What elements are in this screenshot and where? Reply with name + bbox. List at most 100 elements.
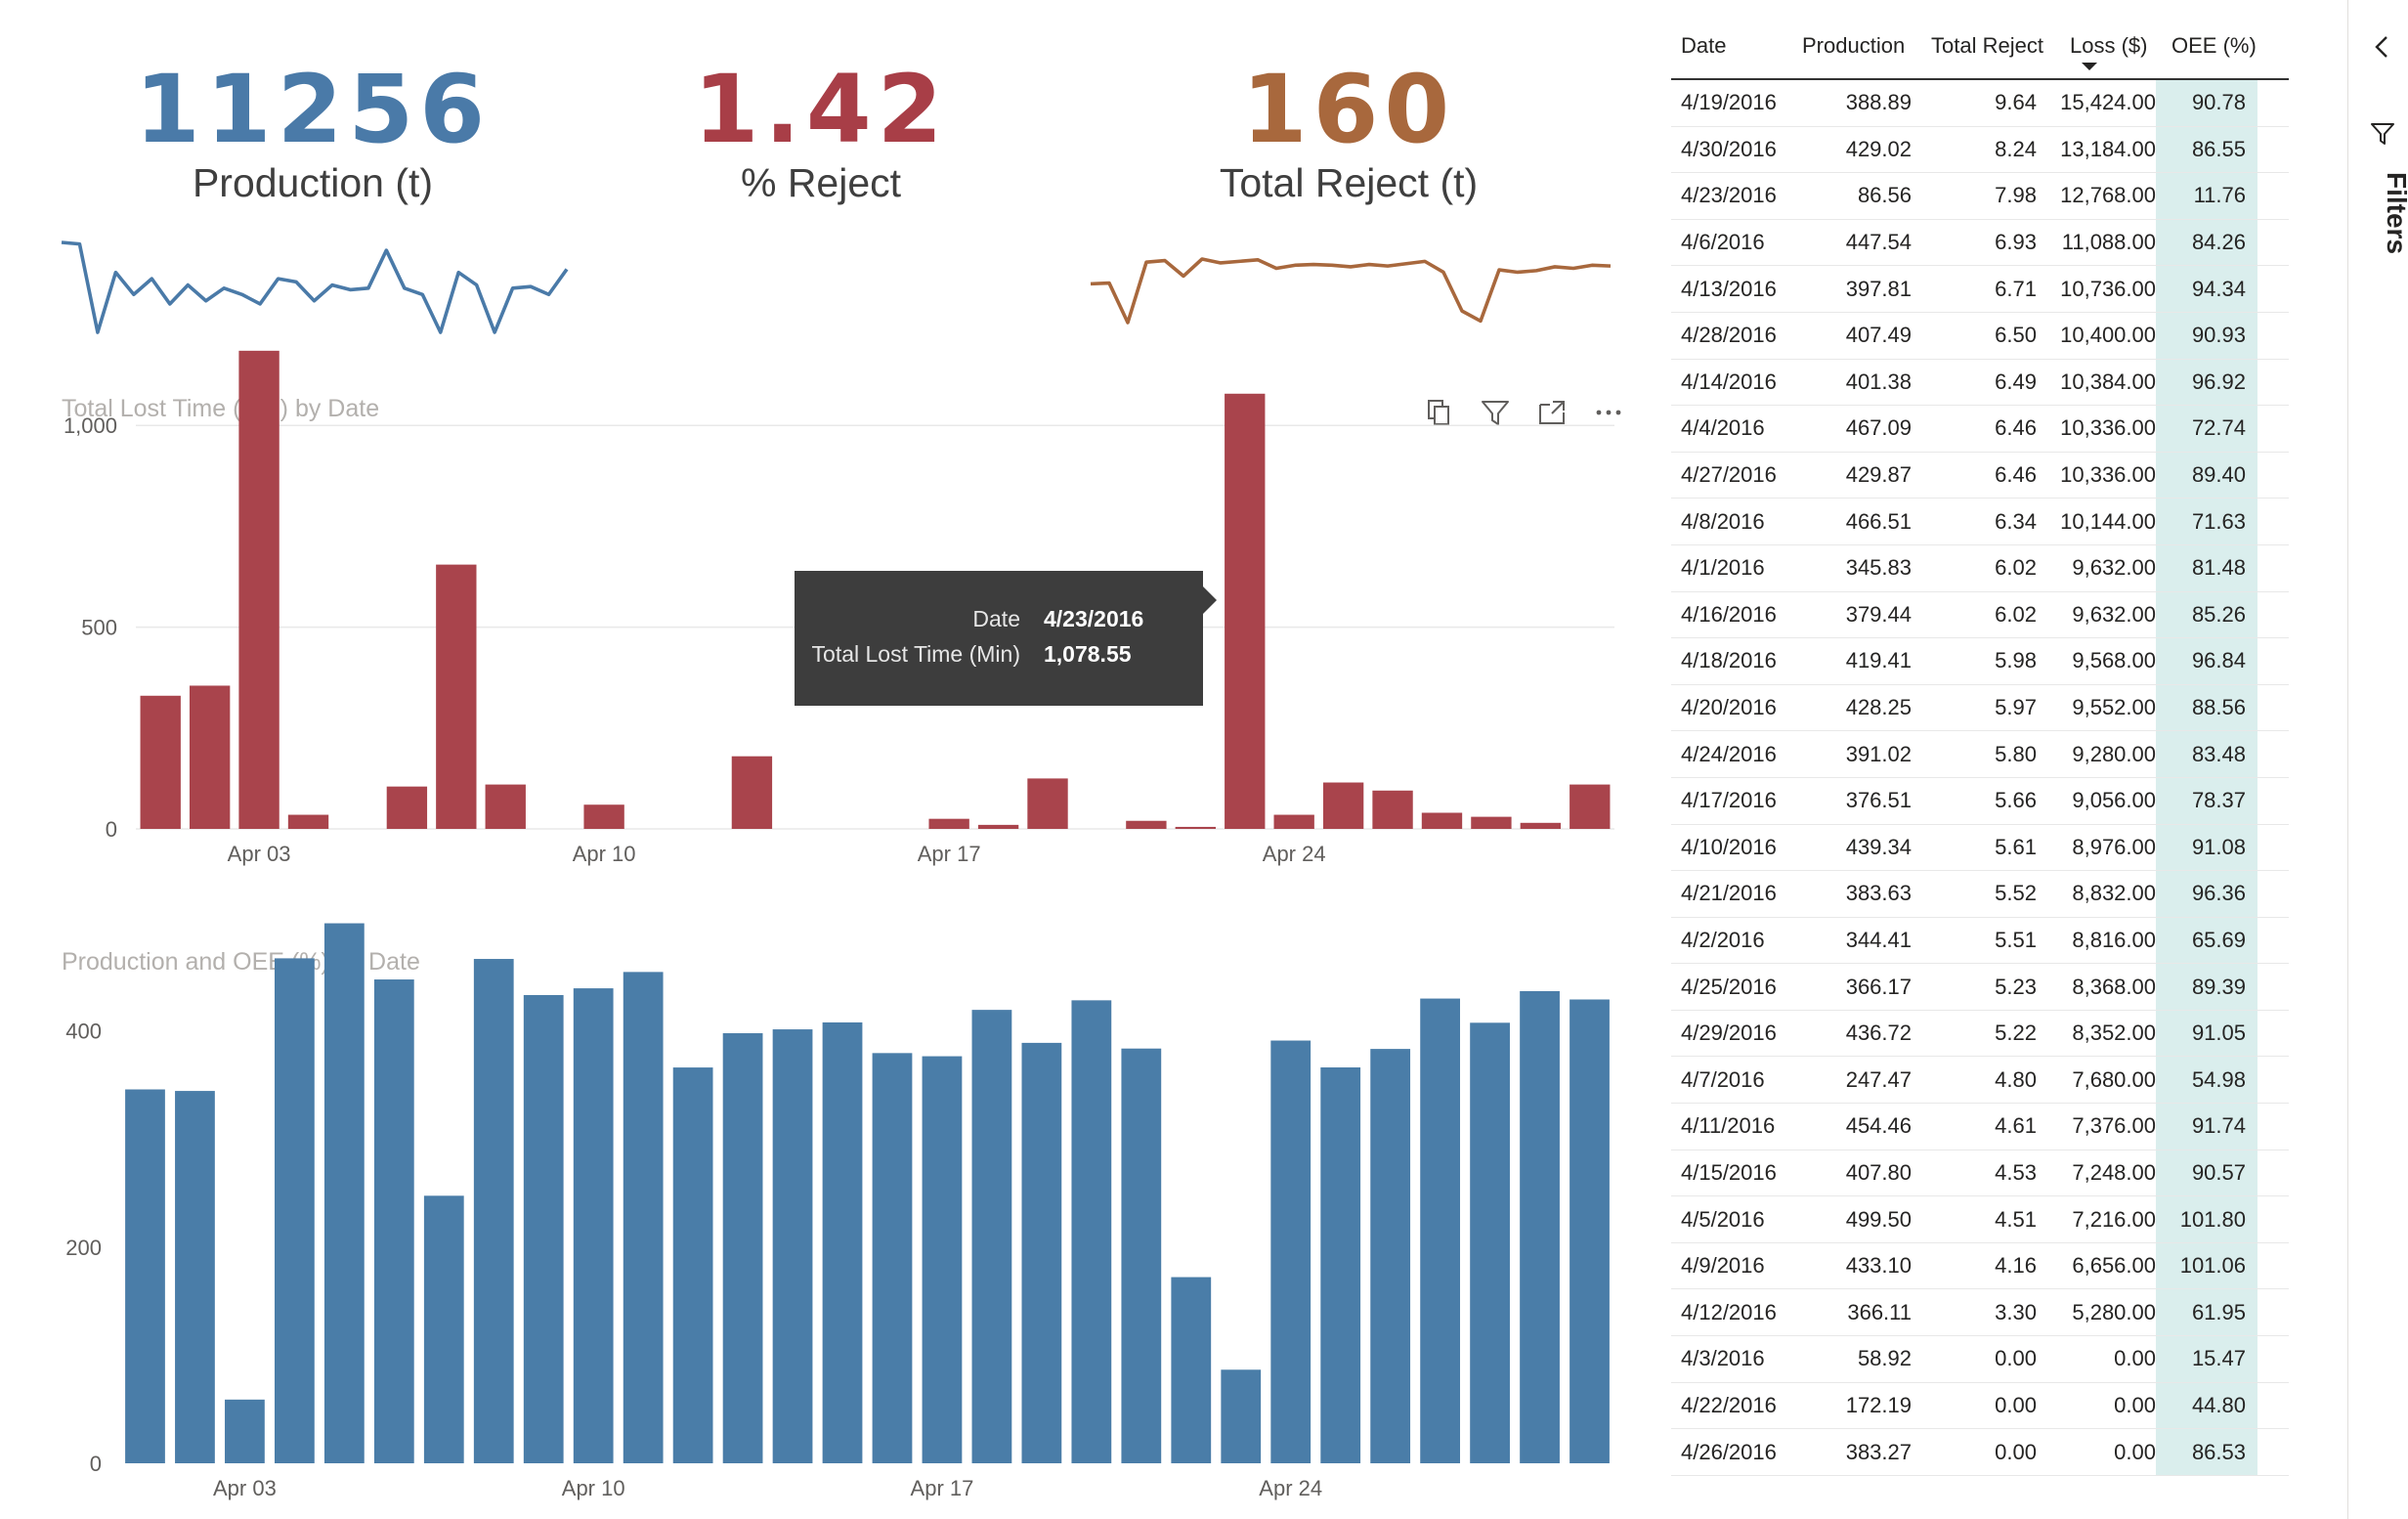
bar-4-20-2016[interactable] [1071,1000,1112,1463]
bar-4-23-2016[interactable] [1225,393,1266,829]
filter-pane-icon[interactable] [2369,119,2396,147]
column-header-oee[interactable]: OEE (%) [2172,33,2257,58]
bar-4-17-2016[interactable] [928,818,969,829]
table-row[interactable]: 4/19/2016 388.89 9.64 15,424.00 90.78 [1671,80,2289,127]
bar-4-30-2016[interactable] [1570,999,1610,1463]
bar-4-25-2016[interactable] [1320,1067,1361,1463]
filters-pane-label[interactable]: Filters [2382,172,2408,255]
bar-4-26-2016[interactable] [1370,1049,1411,1463]
bar-4-8-2016[interactable] [473,959,514,1463]
more-options-icon[interactable] [1593,397,1624,428]
table-row[interactable]: 4/2/2016 344.41 5.51 8,816.00 65.69 [1671,917,2289,965]
table-row[interactable]: 4/4/2016 467.09 6.46 10,336.00 72.74 [1671,406,2289,453]
table-row[interactable]: 4/25/2016 366.17 5.23 8,368.00 89.39 [1671,964,2289,1011]
bar-4-7-2016[interactable] [423,1195,464,1463]
table-row[interactable]: 4/3/2016 58.92 0.00 0.00 15.47 [1671,1336,2289,1383]
table-row[interactable]: 4/30/2016 429.02 8.24 13,184.00 86.55 [1671,126,2289,174]
bar-4-13-2016[interactable] [722,1033,763,1463]
bar-4-25-2016[interactable] [1322,782,1364,829]
bar-4-29-2016[interactable] [1520,990,1560,1463]
column-header-loss[interactable]: Loss ($) [2070,33,2148,58]
table-row[interactable]: 4/10/2016 439.34 5.61 8,976.00 91.08 [1671,824,2289,872]
table-row[interactable]: 4/12/2016 366.11 3.30 5,280.00 61.95 [1671,1289,2289,1337]
bar-4-6-2016[interactable] [373,979,414,1463]
column-header-date[interactable]: Date [1681,33,1727,58]
table-row[interactable]: 4/21/2016 383.63 5.52 8,832.00 96.36 [1671,871,2289,918]
bar-4-27-2016[interactable] [1420,998,1461,1463]
table-row[interactable]: 4/6/2016 447.54 6.93 11,088.00 84.26 [1671,219,2289,267]
bar-4-7-2016[interactable] [436,564,477,829]
chevron-left-icon[interactable] [2371,33,2394,61]
bar-4-1-2016[interactable] [125,1089,165,1463]
bar-4-2-2016[interactable] [175,1091,215,1463]
table-row[interactable]: 4/24/2016 391.02 5.80 9,280.00 83.48 [1671,731,2289,778]
bar-4-6-2016[interactable] [386,786,428,829]
bar-4-11-2016[interactable] [623,972,664,1463]
bar-4-26-2016[interactable] [1372,790,1413,829]
bar-4-15-2016[interactable] [822,1021,863,1463]
table-row[interactable]: 4/17/2016 376.51 5.66 9,056.00 78.37 [1671,777,2289,825]
bar-4-10-2016[interactable] [573,988,614,1463]
bar-4-9-2016[interactable] [523,994,564,1463]
bar-4-14-2016[interactable] [772,1029,813,1463]
table-row[interactable]: 4/22/2016 172.19 0.00 0.00 44.80 [1671,1382,2289,1430]
bar-4-21-2016[interactable] [1121,1048,1162,1463]
bar-4-4-2016[interactable] [287,814,329,829]
table-row[interactable]: 4/27/2016 429.87 6.46 10,336.00 89.40 [1671,452,2289,499]
bar-4-23-2016[interactable] [1221,1369,1262,1463]
table-row[interactable]: 4/28/2016 407.49 6.50 10,400.00 90.93 [1671,312,2289,360]
table-row[interactable]: 4/13/2016 397.81 6.71 10,736.00 94.34 [1671,266,2289,313]
bar-4-29-2016[interactable] [1520,822,1562,829]
bar-4-16-2016[interactable] [872,1053,913,1463]
bar-4-1-2016[interactable] [140,695,181,829]
bar-4-19-2016[interactable] [1021,1042,1062,1463]
bar-4-17-2016[interactable] [922,1056,963,1463]
bar-4-21-2016[interactable] [1126,820,1167,829]
table-row[interactable]: 4/15/2016 407.80 4.53 7,248.00 90.57 [1671,1150,2289,1197]
bar-4-18-2016[interactable] [971,1010,1012,1463]
bar-4-28-2016[interactable] [1471,816,1512,829]
bar-4-24-2016[interactable] [1270,1040,1312,1463]
table-row[interactable]: 4/18/2016 419.41 5.98 9,568.00 96.84 [1671,638,2289,685]
bar-4-13-2016[interactable] [731,756,773,829]
bar-4-28-2016[interactable] [1470,1022,1510,1463]
table-row[interactable]: 4/23/2016 86.56 7.98 12,768.00 11.76 [1671,173,2289,220]
table-row[interactable]: 4/11/2016 454.46 4.61 7,376.00 91.74 [1671,1104,2289,1150]
kpi-card-production[interactable]: 11256 Production (t) [127,63,498,206]
table-row[interactable]: 4/5/2016 499.50 4.51 7,216.00 101.80 [1671,1196,2289,1243]
table-row[interactable]: 4/20/2016 428.25 5.97 9,552.00 88.56 [1671,684,2289,732]
table-row[interactable]: 4/7/2016 247.47 4.80 7,680.00 54.98 [1671,1057,2289,1105]
kpi-card-total-reject[interactable]: 160 Total Reject (t) [1153,63,1544,206]
bar-4-8-2016[interactable] [485,784,526,829]
filter-icon[interactable] [1480,397,1511,428]
kpi-card-reject-percent[interactable]: 1.42 % Reject [645,63,997,206]
table-row[interactable]: 4/8/2016 466.51 6.34 10,144.00 71.63 [1671,499,2289,545]
table-row[interactable]: 4/9/2016 433.10 4.16 6,656.00 101.06 [1671,1242,2289,1290]
bar-4-22-2016[interactable] [1171,1277,1212,1463]
bar-4-27-2016[interactable] [1421,812,1463,829]
bar-4-18-2016[interactable] [977,824,1019,829]
focus-mode-icon[interactable] [1536,397,1568,428]
table-row[interactable]: 4/16/2016 379.44 6.02 9,632.00 85.26 [1671,591,2289,639]
bar-4-24-2016[interactable] [1273,814,1314,829]
copy-icon[interactable] [1423,397,1454,428]
bar-4-12-2016[interactable] [672,1067,713,1463]
bar-4-3-2016[interactable] [225,1399,265,1463]
bar-4-30-2016[interactable] [1570,784,1611,829]
bar-4-3-2016[interactable] [238,350,280,829]
table-row[interactable]: 4/26/2016 383.27 0.00 0.00 86.53 [1671,1429,2289,1476]
bar-4-19-2016[interactable] [1027,778,1068,829]
table-row[interactable]: 4/14/2016 401.38 6.49 10,384.00 96.92 [1671,359,2289,407]
column-header-production[interactable]: Production [1802,33,1906,58]
bar-4-22-2016[interactable] [1175,826,1216,829]
table-row[interactable]: 4/29/2016 436.72 5.22 8,352.00 91.05 [1671,1010,2289,1058]
table-row[interactable]: 4/1/2016 345.83 6.02 9,632.00 81.48 [1671,544,2289,592]
bar-4-2-2016[interactable] [189,685,231,829]
bar-4-10-2016[interactable] [583,804,624,829]
column-header-total-reject[interactable]: Total Reject [1931,33,2043,58]
bar-4-5-2016[interactable] [323,923,365,1463]
